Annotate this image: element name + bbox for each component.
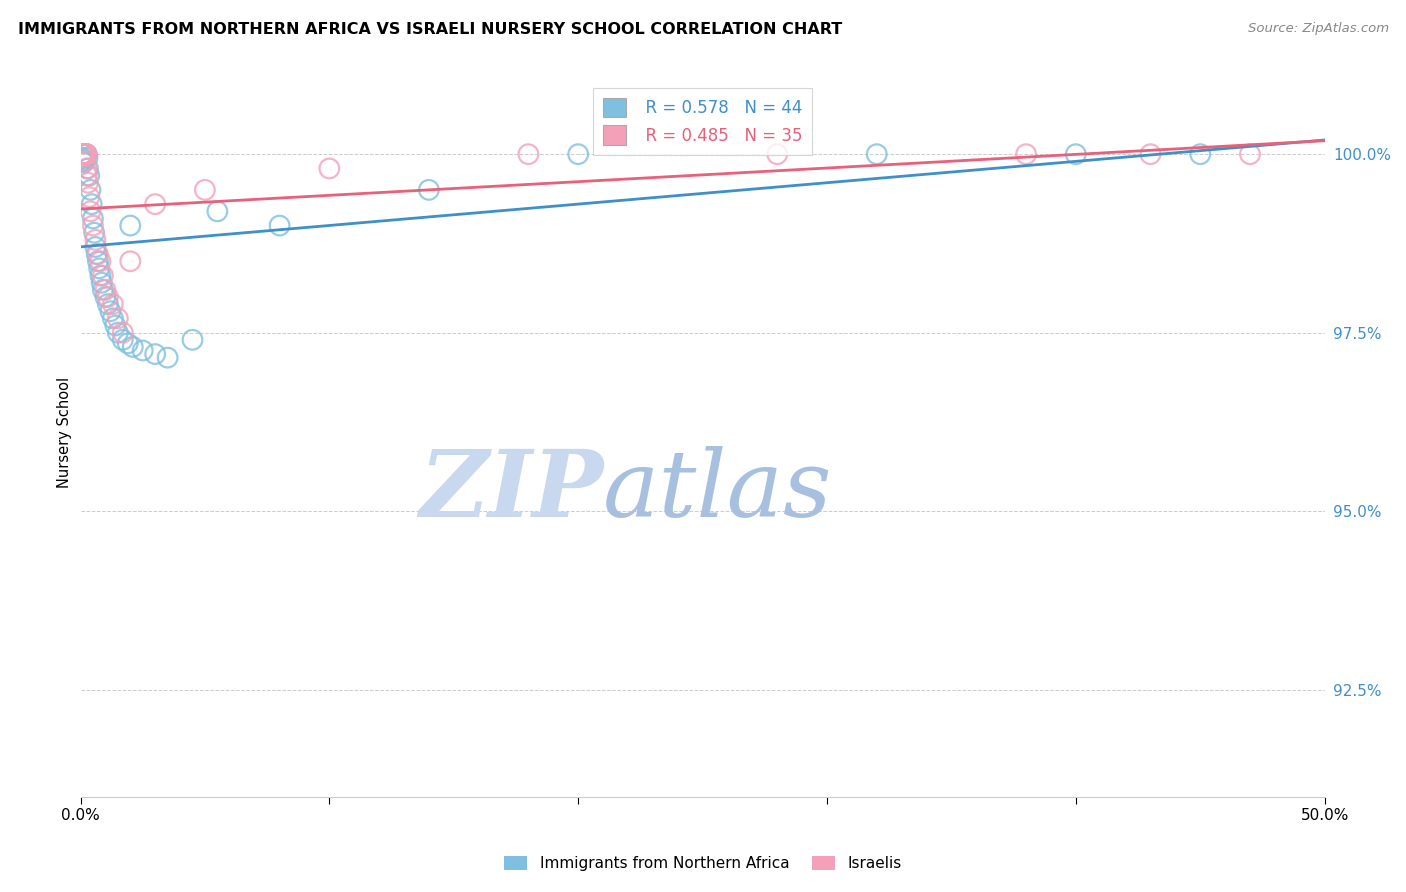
Point: [72, 147, 94, 161]
Point: [104, 318, 127, 333]
Point: [82, 211, 104, 226]
Point: [117, 336, 139, 351]
Point: [77, 161, 100, 176]
Point: [107, 311, 129, 326]
Point: [269, 219, 291, 233]
Point: [82, 219, 104, 233]
Point: [101, 311, 124, 326]
Point: [89, 261, 111, 276]
Point: [77, 190, 100, 204]
Point: [181, 333, 204, 347]
Text: Source: ZipAtlas.com: Source: ZipAtlas.com: [1249, 22, 1389, 36]
Point: [75, 147, 97, 161]
Point: [86, 247, 108, 261]
Text: IMMIGRANTS FROM NORTHERN AFRICA VS ISRAELI NURSERY SCHOOL CORRELATION CHART: IMMIGRANTS FROM NORTHERN AFRICA VS ISRAE…: [18, 22, 842, 37]
Point: [121, 340, 143, 354]
Point: [73, 154, 96, 169]
Point: [97, 290, 120, 304]
Point: [107, 326, 129, 340]
Point: [76, 147, 98, 161]
Point: [79, 183, 101, 197]
Point: [94, 290, 117, 304]
Legend: Immigrants from Northern Africa, Israelis: Immigrants from Northern Africa, Israeli…: [498, 850, 908, 877]
Point: [72, 155, 94, 169]
Point: [517, 147, 540, 161]
Legend:   R = 0.578   N = 44,   R = 0.485   N = 35: R = 0.578 N = 44, R = 0.485 N = 35: [593, 87, 813, 154]
Point: [76, 151, 98, 165]
Point: [84, 233, 107, 247]
Point: [76, 161, 98, 176]
Point: [72, 147, 94, 161]
Point: [91, 268, 114, 283]
Point: [72, 153, 94, 167]
Point: [75, 147, 97, 161]
Point: [1015, 147, 1038, 161]
Point: [1239, 147, 1261, 161]
Point: [79, 204, 101, 219]
Point: [72, 147, 94, 161]
Point: [1064, 147, 1087, 161]
Point: [83, 226, 105, 240]
Point: [87, 247, 110, 261]
Y-axis label: Nursery School: Nursery School: [58, 377, 72, 488]
Point: [70, 151, 93, 165]
Point: [77, 169, 100, 183]
Point: [73, 147, 96, 161]
Point: [207, 204, 229, 219]
Point: [70, 147, 93, 161]
Point: [97, 297, 120, 311]
Point: [1139, 147, 1161, 161]
Point: [567, 147, 589, 161]
Point: [132, 343, 155, 358]
Point: [418, 183, 440, 197]
Point: [84, 240, 107, 254]
Point: [111, 333, 134, 347]
Point: [318, 161, 340, 176]
Point: [77, 176, 100, 190]
Point: [80, 197, 103, 211]
Point: [100, 304, 122, 318]
Point: [76, 169, 98, 183]
Point: [766, 147, 789, 161]
Point: [87, 254, 110, 268]
Point: [94, 283, 117, 297]
Point: [156, 351, 179, 365]
Point: [73, 147, 96, 161]
Point: [91, 283, 114, 297]
Text: atlas: atlas: [603, 446, 832, 536]
Point: [89, 254, 111, 268]
Point: [194, 183, 217, 197]
Point: [73, 147, 96, 161]
Point: [143, 347, 166, 361]
Point: [75, 147, 97, 161]
Point: [90, 276, 112, 290]
Point: [101, 297, 124, 311]
Text: ZIP: ZIP: [419, 446, 603, 536]
Point: [120, 219, 142, 233]
Point: [73, 147, 96, 161]
Point: [89, 268, 111, 283]
Point: [76, 147, 98, 161]
Point: [1189, 147, 1212, 161]
Point: [143, 197, 166, 211]
Point: [73, 147, 96, 161]
Point: [75, 147, 97, 161]
Point: [111, 326, 134, 340]
Point: [120, 254, 142, 268]
Point: [72, 154, 94, 169]
Point: [866, 147, 889, 161]
